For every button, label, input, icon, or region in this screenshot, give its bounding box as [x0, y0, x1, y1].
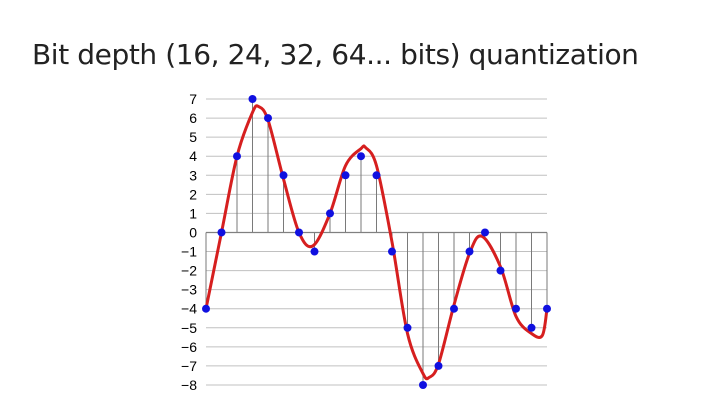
sample-point: [388, 247, 396, 256]
sample-point: [217, 228, 226, 237]
sample-point: [279, 171, 288, 180]
sample-points: [202, 95, 551, 389]
sample-point: [434, 361, 443, 370]
y-tick-label: −5: [181, 320, 197, 336]
sample-point: [233, 152, 241, 161]
sample-point: [372, 171, 381, 180]
sample-point: [310, 247, 319, 256]
y-tick-label: −2: [181, 263, 197, 279]
y-tick-label: 7: [189, 91, 197, 107]
sample-point: [512, 304, 520, 313]
sample-point: [248, 95, 257, 103]
y-tick-label: 3: [189, 167, 197, 183]
sample-point: [450, 304, 458, 313]
sample-point: [295, 228, 303, 237]
y-tick-label: 5: [189, 129, 197, 145]
y-tick-label: −6: [181, 339, 197, 355]
y-tick-label: 2: [189, 186, 197, 202]
y-tick-label: −8: [181, 377, 197, 393]
sample-point: [496, 266, 505, 275]
signal-curve: [204, 104, 549, 381]
y-tick-label: −7: [181, 358, 197, 374]
y-tick-label: 4: [189, 148, 197, 164]
sample-point: [403, 323, 412, 332]
signal-line: [204, 104, 549, 381]
sample-point: [543, 304, 551, 313]
grid-lines: [206, 98, 547, 386]
sample-stems: [205, 99, 548, 385]
y-tick-label: −3: [181, 282, 197, 298]
slide-title: Bit depth (16, 24, 32, 64... bits) quant…: [32, 38, 639, 71]
y-tick-label: −1: [181, 244, 197, 260]
sample-point: [465, 247, 474, 256]
y-tick-label: 6: [189, 110, 197, 126]
y-tick-labels: 7 6 5 4 3 2 1 0 −1 −2 −3 −4 −5 −6 −7 −8: [181, 91, 197, 393]
sample-point: [202, 304, 210, 313]
y-tick-label: 1: [189, 205, 197, 221]
sample-point: [357, 152, 365, 161]
sample-point: [326, 209, 334, 218]
y-tick-label: −4: [181, 301, 197, 317]
y-tick-label: 0: [189, 224, 197, 240]
sample-point: [481, 228, 489, 237]
sample-point: [341, 171, 350, 180]
sample-point: [527, 323, 536, 332]
sample-point: [419, 381, 427, 389]
sample-point: [264, 114, 272, 123]
